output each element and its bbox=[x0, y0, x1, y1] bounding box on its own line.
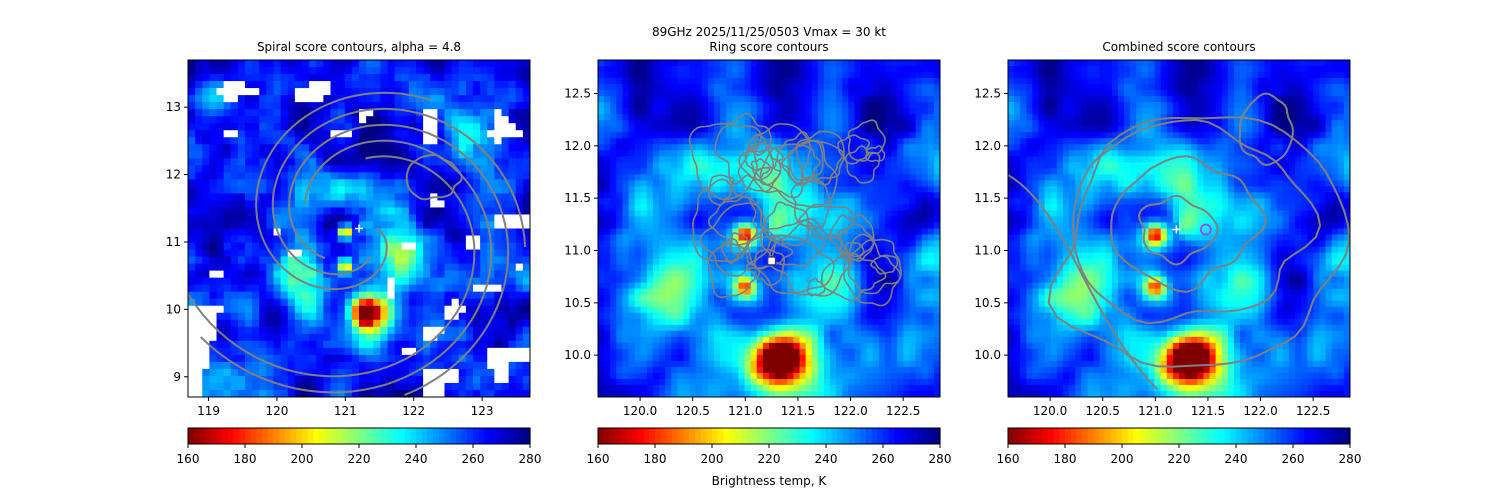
x-tick-label: 122.0 bbox=[1243, 404, 1277, 418]
subplot-title: Ring score contours bbox=[709, 40, 828, 54]
axes-frame bbox=[187, 59, 531, 398]
x-tick-label: 121.0 bbox=[1138, 404, 1172, 418]
colorbar-tick-label: 220 bbox=[758, 452, 781, 466]
x-tick-label: 121 bbox=[334, 404, 357, 418]
colorbar-tick-label: 220 bbox=[348, 452, 371, 466]
colorbar-tick-label: 160 bbox=[177, 452, 200, 466]
center-marker bbox=[355, 224, 363, 233]
subplot-title: Spiral score contours, alpha = 4.8 bbox=[257, 40, 461, 54]
x-tick-label: 120.0 bbox=[623, 404, 657, 418]
colorbar-tick-label: 220 bbox=[1168, 452, 1191, 466]
y-tick-label: 13 bbox=[166, 100, 181, 114]
colorbar-tick-label: 240 bbox=[815, 452, 838, 466]
x-tick-label: 121.0 bbox=[728, 404, 762, 418]
colorbar-tick-label: 160 bbox=[587, 452, 610, 466]
y-tick-label: 11.5 bbox=[974, 191, 1001, 205]
colorbar-label: Brightness temp, K bbox=[712, 474, 828, 488]
heatmap-grid bbox=[188, 60, 530, 397]
colorbar-tick-label: 160 bbox=[997, 452, 1020, 466]
colorbar-tick-label: 260 bbox=[872, 452, 895, 466]
x-tick-label: 122.5 bbox=[886, 404, 920, 418]
colorbar-tick-label: 180 bbox=[644, 452, 667, 466]
colorbar: 160 180 200 220 240 260 280 bbox=[177, 427, 542, 466]
x-tick-label: 119 bbox=[197, 404, 220, 418]
x-tick-label: 120.5 bbox=[676, 404, 710, 418]
y-tick-label: 12.5 bbox=[564, 86, 591, 100]
colorbar-tick-label: 280 bbox=[929, 452, 952, 466]
score-contours bbox=[1008, 92, 1350, 391]
colorbar-tick-label: 180 bbox=[1054, 452, 1077, 466]
axes-frame bbox=[1007, 59, 1351, 398]
x-tick-label: 120.5 bbox=[1086, 404, 1120, 418]
x-tick-label: 122 bbox=[402, 404, 425, 418]
colorbar-tick-label: 280 bbox=[1339, 452, 1362, 466]
y-tick-label: 10.0 bbox=[564, 348, 591, 362]
subplot-title: Combined score contours bbox=[1102, 40, 1255, 54]
x-tick-label: 121.5 bbox=[781, 404, 815, 418]
y-tick-label: 11.5 bbox=[564, 191, 591, 205]
colorbar-tick-label: 260 bbox=[1282, 452, 1305, 466]
colorbar-tick-label: 240 bbox=[405, 452, 428, 466]
x-tick-label: 122.5 bbox=[1296, 404, 1330, 418]
figure-suptitle: 89GHz 2025/11/25/0503 Vmax = 30 kt bbox=[652, 25, 886, 39]
subplot-3: 120.0 120.5 121.0 121.5 122.0 122.5 10.0 10.5 11… bbox=[974, 40, 1361, 466]
secondary-marker bbox=[1199, 223, 1212, 236]
colorbar-tick-label: 200 bbox=[701, 452, 724, 466]
colorbar-tick-label: 280 bbox=[519, 452, 542, 466]
y-tick-label: 10.0 bbox=[974, 348, 1001, 362]
y-tick-label: 10.5 bbox=[564, 296, 591, 310]
x-tick-label: 123 bbox=[471, 404, 494, 418]
center-marker bbox=[766, 256, 777, 266]
colorbar-tick-label: 240 bbox=[1225, 452, 1248, 466]
y-tick-label: 12.0 bbox=[974, 139, 1001, 153]
y-tick-label: 12 bbox=[166, 168, 181, 182]
colorbar: 160 180 200 220 240 260 280 bbox=[587, 427, 952, 466]
y-tick-label: 11 bbox=[166, 235, 181, 249]
y-tick-label: 12.5 bbox=[974, 86, 1001, 100]
y-tick-label: 12.0 bbox=[564, 139, 591, 153]
axes-frame bbox=[597, 59, 941, 398]
colorbar-tick-label: 180 bbox=[234, 452, 257, 466]
y-tick-label: 10.5 bbox=[974, 296, 1001, 310]
x-tick-label: 120 bbox=[265, 404, 288, 418]
x-tick-label: 120.0 bbox=[1033, 404, 1067, 418]
x-tick-label: 121.5 bbox=[1191, 404, 1225, 418]
y-tick-label: 11.0 bbox=[564, 243, 591, 257]
colorbar-tick-label: 260 bbox=[462, 452, 485, 466]
y-tick-label: 9 bbox=[173, 370, 181, 384]
score-contours bbox=[188, 91, 527, 397]
center-marker bbox=[1172, 225, 1181, 234]
y-tick-label: 10 bbox=[166, 302, 181, 316]
x-tick-label: 122.0 bbox=[833, 404, 867, 418]
colorbar-tick-label: 200 bbox=[291, 452, 314, 466]
y-tick-label: 11.0 bbox=[974, 243, 1001, 257]
colorbar-tick-label: 200 bbox=[1111, 452, 1134, 466]
subplot-1: 119 120 121 122 123 9 10 11 12 13 Spiral score con… bbox=[166, 40, 542, 466]
colorbar: 160 180 200 220 240 260 280 bbox=[997, 427, 1362, 466]
heatmap-grid bbox=[1008, 60, 1350, 397]
subplot-2: 120.0 120.5 121.0 121.5 122.0 122.5 10.0 10.5 11… bbox=[564, 40, 951, 466]
